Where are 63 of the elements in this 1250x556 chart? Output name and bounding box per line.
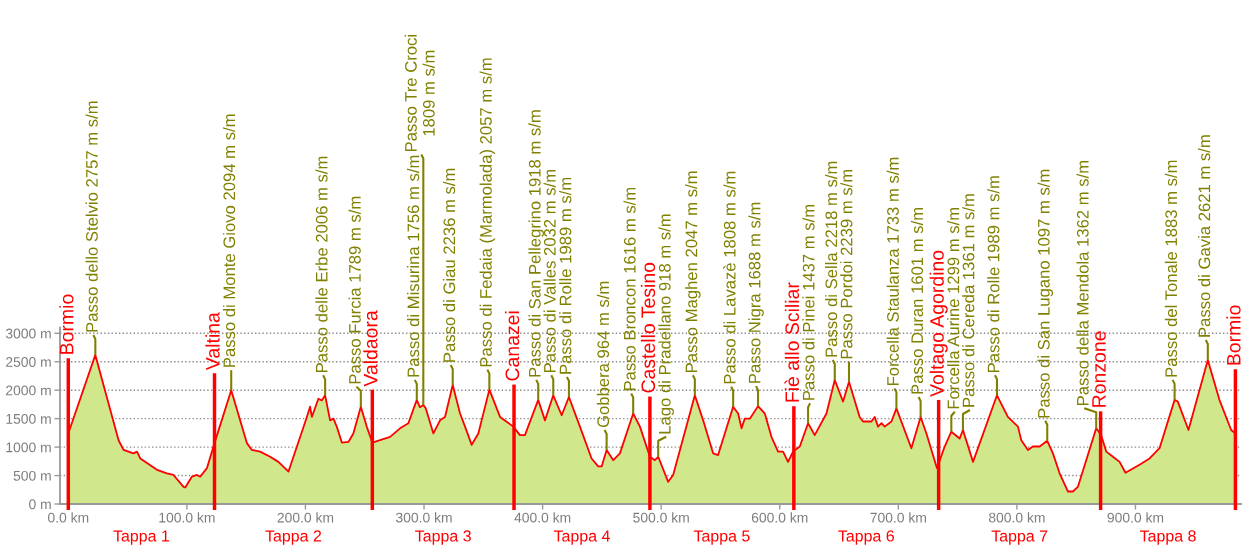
annotation: Forcella Staulanza 1733 m s/m	[886, 157, 899, 386]
annotation: Passo Broncon 1616 m s/m	[623, 187, 636, 391]
annotation: Passo Maghen 2047 m s/m	[685, 171, 701, 372]
text: Tappa 6	[838, 530, 894, 545]
text: Tappa 3	[415, 530, 471, 545]
ref-line-label: Castello Tesino	[640, 262, 656, 393]
annotation: Passo di Lavazè 1808 m s/m	[723, 171, 736, 384]
annotation: Passo Furcia 1789 m s/m	[348, 196, 361, 384]
x-tick-label: 300.0 km	[395, 512, 452, 523]
ref-line-label: Valdaora	[363, 310, 378, 387]
x-tick-label: 800.0 km	[988, 512, 1045, 523]
ref-line-label: Voltago Agordino	[929, 250, 948, 397]
text: Tappa 7	[991, 530, 1048, 545]
annotation: Passo di Valles 2032 m s/m	[543, 170, 556, 372]
annotation: Gobbera 964 m s/m	[596, 281, 610, 428]
text: Tappa 8	[1139, 530, 1196, 545]
x-tick-label: 200.0 km	[277, 512, 334, 523]
x-tick-label: 700.0 km	[870, 512, 926, 523]
annotation: Passo di Pinei 1437 m s/m	[802, 204, 815, 400]
text: Tappa 5	[693, 530, 750, 545]
x-tick-label: 900.0 km	[1107, 512, 1164, 523]
ref-line-label: Bormio	[1226, 305, 1241, 365]
y-tick-label: 1000 m	[6, 442, 51, 453]
ref-line-label: Ronzone	[1092, 331, 1106, 407]
annotation: Passo di Fedaia (Marmolada) 2057 m s/m	[479, 58, 496, 367]
x-tick-label: 100.0 km	[159, 512, 215, 523]
text: Tappa 4	[553, 530, 610, 545]
y-tick-label: 500 m	[13, 470, 51, 481]
y-tick-label: 2000 m	[6, 385, 51, 396]
annotation: Passo della Mendola 1362 m s/m	[1076, 160, 1089, 405]
x-tick-label: 600.0 km	[751, 512, 808, 523]
annotation: Passo di Rolle 1989 m s/m	[559, 177, 572, 374]
annotation: Passo di Monte Giovo 2094 m s/m	[222, 114, 236, 367]
y-tick-label: 3000 m	[5, 328, 51, 339]
ref-line-label: Fiè allo Sciliar	[784, 282, 800, 402]
annotation: Passo del Tonale 1883 m s/m	[1164, 160, 1178, 377]
annotation: Forcella Aurine 1299 m s/m	[947, 207, 960, 409]
ref-line-label: Bormio	[59, 294, 74, 354]
annotation: Passo di San Pellegrino 1918 m s/m	[528, 110, 544, 377]
annotation: Passo di Giau 2236 m s/m	[442, 168, 456, 362]
annotation: Passo Tre Croci 1809 m s/m	[404, 35, 435, 152]
annotation: Passo di Cereda 1361 m s/m	[962, 194, 975, 407]
ref-line-label: Canazei	[504, 311, 520, 381]
annotation: Passo di Misurina 1756 m s/m	[407, 155, 420, 377]
annotation: Passo dello Stelvio 2757 m s/m	[85, 101, 98, 332]
y-tick-label: 1500 m	[6, 413, 51, 424]
y-tick-label: 2500 m	[6, 357, 51, 367]
annotation: Passo Pordoi 2239 m s/m	[840, 169, 853, 359]
annotation: Passo delle Erbe 2006 m s/m	[315, 156, 328, 372]
text: Tappa 1	[113, 530, 170, 545]
x-tick-label: 400.0 km	[514, 512, 571, 523]
text: Tappa 2	[265, 530, 322, 545]
annotation: Lago di Pradellano 918 m s/m	[658, 214, 674, 434]
y-tick-label: 0 m	[29, 499, 51, 510]
x-tick-label: 500.0 km	[633, 512, 689, 523]
annotation: Passo Duran 1601 m s/m	[910, 207, 924, 394]
ref-line-label: Valtina	[205, 312, 220, 371]
annotation: Passo Nigra 1688 m s/m	[748, 202, 764, 383]
annotation: Passo di San Lugano 1097 m s/m	[1037, 169, 1054, 418]
annotation: Passo di Rolle 1989 m s/m	[987, 176, 1000, 372]
annotation: Passo di Gavia 2621 m s/m	[1198, 135, 1211, 337]
annotation: Passo di Sella 2218 m s/m	[825, 161, 838, 357]
x-tick-label: 0.0 km	[48, 512, 89, 523]
